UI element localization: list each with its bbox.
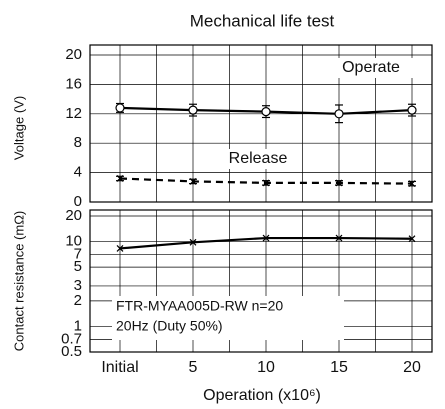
data-point xyxy=(116,175,124,182)
y-tick-label: 0.5 xyxy=(61,343,82,360)
legend-box xyxy=(214,149,302,169)
data-point xyxy=(407,105,417,115)
y-tick-label: 0 xyxy=(74,193,82,210)
y-axis-label: Voltage (V) xyxy=(11,96,26,160)
chart-title: Mechanical life test xyxy=(190,11,335,30)
data-point xyxy=(189,177,197,185)
data-point xyxy=(188,105,198,115)
legend-label: Operate xyxy=(342,59,400,76)
y-axis-label: Contact resistance (mΩ) xyxy=(11,211,26,351)
y-tick-label: 1 xyxy=(74,317,82,334)
x-tick-label: 15 xyxy=(330,359,348,376)
data-point xyxy=(262,179,270,187)
data-point xyxy=(115,103,125,113)
y-tick-label: 10 xyxy=(65,233,82,250)
data-point xyxy=(116,244,124,252)
annotation-box xyxy=(112,296,344,340)
x-tick-label: 20 xyxy=(403,359,421,376)
data-point xyxy=(262,234,270,242)
y-tick-label: 8 xyxy=(74,134,82,151)
y-tick-label: 3 xyxy=(74,277,82,294)
y-tick-label: 0.7 xyxy=(61,331,82,348)
annotation: 20Hz (Duty 50%) xyxy=(116,318,223,334)
data-point xyxy=(334,109,344,119)
y-tick-label: 16 xyxy=(65,75,82,92)
data-point xyxy=(261,106,271,117)
data-point xyxy=(408,235,416,243)
annotation: FTR-MYAA005D-RW n=20 xyxy=(116,298,283,314)
x-tick-label: 10 xyxy=(257,359,275,376)
y-tick-label: 5 xyxy=(74,258,82,275)
data-point xyxy=(408,180,416,188)
y-tick-label: 12 xyxy=(65,105,82,122)
y-tick-label: 20 xyxy=(65,207,82,224)
y-tick-label: 4 xyxy=(74,164,82,181)
legend-label: Release xyxy=(229,150,288,167)
data-point xyxy=(189,238,197,246)
y-tick-label: 20 xyxy=(65,46,82,63)
y-tick-label: 7 xyxy=(74,246,82,263)
legend-box xyxy=(328,58,414,78)
x-tick-label: Initial xyxy=(101,359,138,376)
y-tick-label: 2 xyxy=(74,292,82,309)
data-point xyxy=(335,234,343,242)
x-axis-label: Operation (x10⁶) xyxy=(203,387,321,404)
data-point xyxy=(335,179,343,187)
x-tick-label: 5 xyxy=(189,359,198,376)
